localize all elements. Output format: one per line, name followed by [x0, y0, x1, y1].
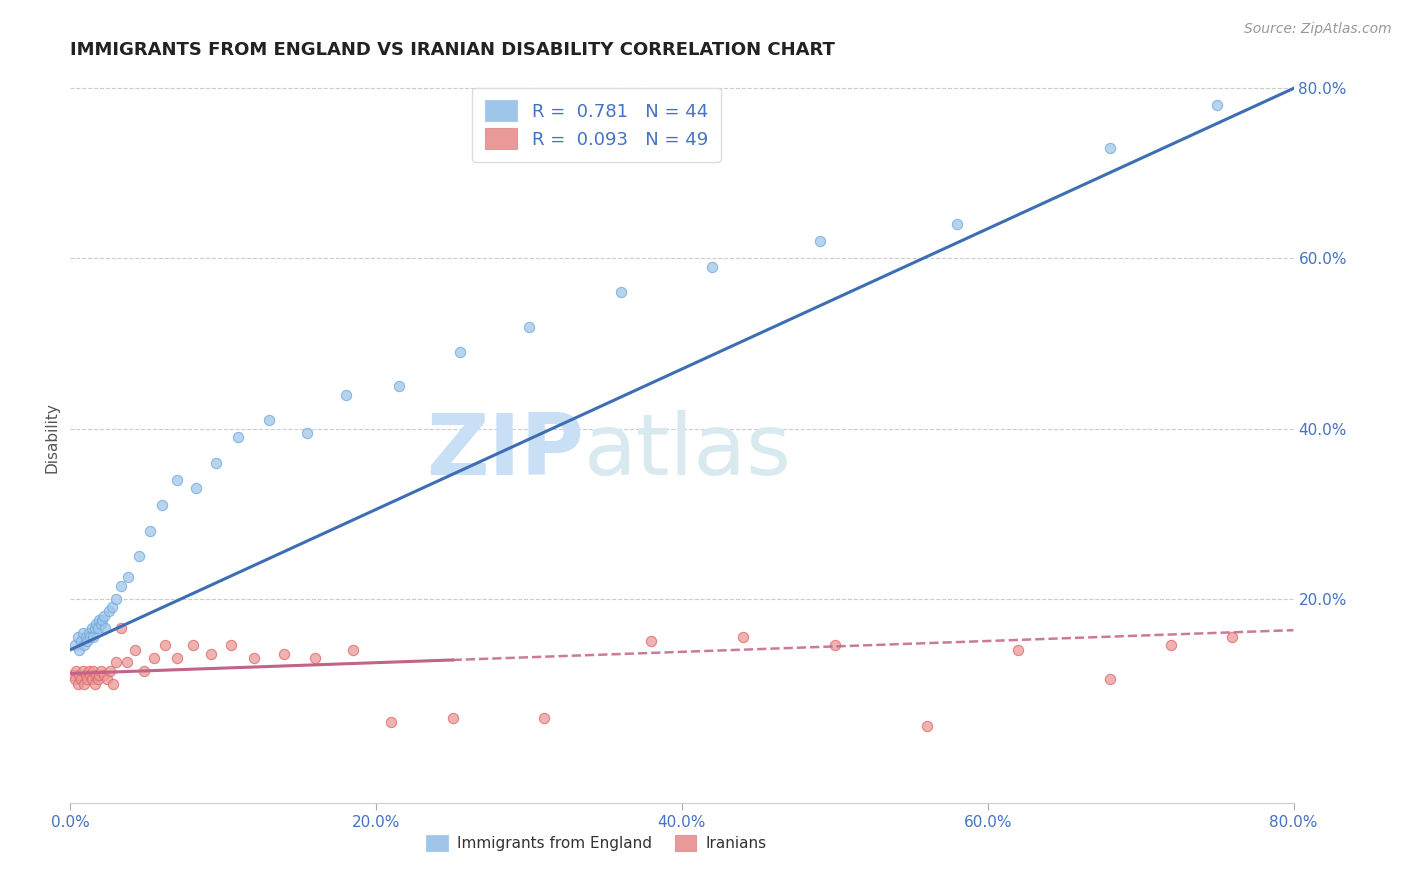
Point [441, 711, 464, 725]
Point [150, 498, 173, 512]
Point [273, 647, 295, 661]
Point [87, 622, 110, 636]
Point [533, 711, 555, 725]
Point [69, 668, 91, 682]
Point [733, 630, 755, 644]
Point [84, 617, 107, 632]
Point [1007, 642, 1029, 657]
Point [153, 639, 176, 653]
Point [65, 664, 87, 678]
Point [70, 673, 93, 687]
Point [243, 651, 266, 665]
Point [640, 634, 662, 648]
Point [143, 651, 166, 665]
Point [63, 673, 86, 687]
Point [73, 639, 96, 653]
Point [83, 622, 105, 636]
Point [75, 630, 97, 644]
Point [84, 668, 107, 682]
Text: Source: ZipAtlas.com: Source: ZipAtlas.com [1244, 22, 1392, 37]
Point [184, 481, 207, 495]
Point [110, 579, 132, 593]
Point [87, 673, 110, 687]
Y-axis label: Disability: Disability [44, 401, 59, 473]
Point [128, 549, 150, 563]
Point [70, 634, 93, 648]
Legend: Immigrants from England, Iranians: Immigrants from England, Iranians [420, 830, 772, 857]
Point [80, 622, 103, 636]
Point [100, 600, 122, 615]
Point [304, 651, 326, 665]
Point [73, 677, 96, 691]
Point [139, 524, 162, 538]
Point [110, 622, 132, 636]
Point [98, 664, 121, 678]
Point [90, 617, 112, 632]
Text: atlas: atlas [583, 410, 792, 493]
Point [101, 677, 124, 691]
Point [76, 634, 98, 648]
Point [82, 664, 104, 678]
Point [62, 668, 84, 682]
Point [380, 714, 402, 729]
Point [517, 319, 540, 334]
Point [89, 613, 111, 627]
Text: ZIP: ZIP [426, 410, 583, 493]
Point [66, 630, 89, 644]
Point [335, 387, 357, 401]
Point [79, 668, 101, 682]
Point [181, 639, 204, 653]
Point [83, 677, 105, 691]
Point [93, 668, 115, 682]
Point [76, 673, 98, 687]
Point [1220, 630, 1243, 644]
Point [63, 639, 86, 653]
Point [72, 625, 94, 640]
Point [1160, 639, 1182, 653]
Point [66, 677, 89, 691]
Point [132, 664, 155, 678]
Point [89, 668, 111, 682]
Point [72, 664, 94, 678]
Point [96, 673, 118, 687]
Point [91, 613, 114, 627]
Point [69, 642, 91, 657]
Point [82, 630, 104, 644]
Point [75, 668, 97, 682]
Point [219, 639, 242, 653]
Point [297, 425, 319, 440]
Point [257, 413, 280, 427]
Point [228, 430, 250, 444]
Point [702, 260, 724, 274]
Point [77, 625, 100, 640]
Point [388, 379, 411, 393]
Point [79, 630, 101, 644]
Point [915, 719, 938, 733]
Point [105, 656, 128, 670]
Point [124, 642, 146, 657]
Point [1206, 98, 1229, 112]
Point [117, 570, 139, 584]
Point [342, 642, 364, 657]
Point [166, 473, 188, 487]
Point [204, 456, 226, 470]
Point [808, 235, 831, 249]
Text: IMMIGRANTS FROM ENGLAND VS IRANIAN DISABILITY CORRELATION CHART: IMMIGRANTS FROM ENGLAND VS IRANIAN DISAB… [70, 41, 835, 59]
Point [1099, 673, 1122, 687]
Point [77, 664, 100, 678]
Point [946, 218, 969, 232]
Point [610, 285, 633, 300]
Point [93, 608, 115, 623]
Point [166, 651, 188, 665]
Point [97, 604, 120, 618]
Point [824, 639, 846, 653]
Point [90, 664, 112, 678]
Point [1099, 141, 1122, 155]
Point [200, 647, 222, 661]
Point [115, 656, 138, 670]
Point [80, 673, 103, 687]
Point [105, 591, 128, 606]
Point [449, 345, 471, 359]
Point [94, 622, 117, 636]
